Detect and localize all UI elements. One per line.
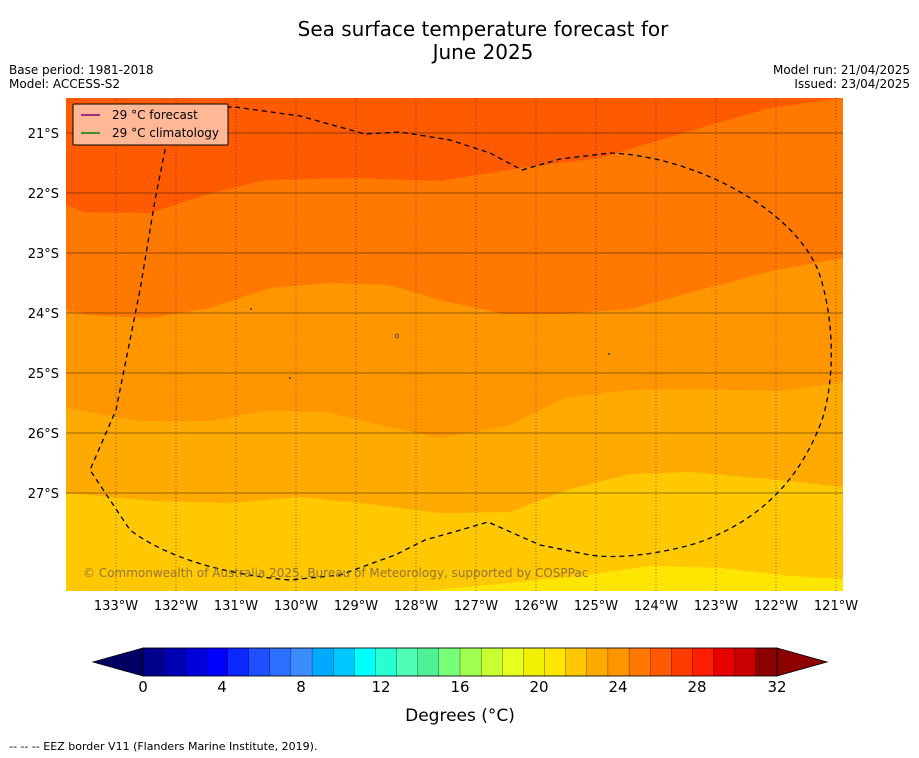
colorbar-cells: [142, 647, 778, 677]
lat-label: 27°S: [28, 487, 59, 502]
model-info: Base period: 1981-2018 Model: ACCESS-S2: [9, 63, 154, 91]
base-period: Base period: 1981-2018: [9, 63, 154, 77]
page-title: Sea surface temperature forecast for Jun…: [0, 18, 919, 64]
colorbar-cell: [206, 647, 229, 677]
lon-label: 125°W: [574, 599, 618, 614]
colorbar-cell: [480, 647, 503, 677]
legend-climatology-label: 29 °C climatology: [112, 126, 219, 140]
colorbar-cell: [607, 647, 630, 677]
islands: [249, 307, 611, 379]
copyright-notice: © Commonwealth of Australia 2025, Bureau…: [83, 566, 588, 580]
colorbar-cell: [269, 647, 292, 677]
lat-label: 21°S: [28, 127, 59, 142]
lon-label: 133°W: [94, 599, 138, 614]
colorbar-cell: [755, 647, 778, 677]
lon-label: 121°W: [814, 599, 858, 614]
longitude-labels: 133°W 132°W 131°W 130°W 129°W 128°W 127°…: [94, 599, 858, 614]
colorbar-tick: 24: [608, 678, 627, 696]
colorbar-cell: [671, 647, 694, 677]
lat-label: 24°S: [28, 307, 59, 322]
colorbar-cell: [185, 647, 207, 677]
lat-label: 23°S: [28, 247, 59, 262]
lat-label: 25°S: [28, 367, 59, 382]
colorbar-cell: [502, 647, 524, 677]
colorbar-cell: [438, 647, 461, 677]
temperature-contours: [66, 98, 843, 591]
colorbar-cell: [142, 647, 165, 677]
colorbar-tick: 32: [767, 678, 786, 696]
lat-label: 26°S: [28, 427, 59, 442]
run-info: Model run: 21/04/2025 Issued: 23/04/2025: [773, 63, 910, 91]
eez-border: [89, 106, 832, 581]
colorbar-tick: 8: [296, 678, 306, 696]
issued-date: Issued: 23/04/2025: [794, 77, 910, 91]
colorbar-cell: [650, 647, 672, 677]
colorbar-cell: [565, 647, 588, 677]
colorbar-cell: [248, 647, 271, 677]
colorbar-cell: [459, 647, 482, 677]
lon-label: 127°W: [454, 599, 498, 614]
colorbar-tick: 28: [687, 678, 706, 696]
map-legend: 29 °C forecast 29 °C climatology: [72, 103, 229, 146]
colorbar-tick: 16: [450, 678, 469, 696]
lon-label: 132°W: [154, 599, 198, 614]
colorbar-cell: [396, 647, 419, 677]
colorbar-cell: [417, 647, 440, 677]
model-name: Model: ACCESS-S2: [9, 77, 121, 91]
colorbar-cell: [290, 647, 313, 677]
colorbar-cell: [311, 647, 334, 677]
colorbar-tick: 4: [217, 678, 227, 696]
lon-label: 129°W: [334, 599, 378, 614]
legend-forecast-label: 29 °C forecast: [112, 108, 198, 122]
lon-label: 126°W: [514, 599, 558, 614]
colorbar: 0 4 8 12 16 20 24 28 32 Degrees (°C): [91, 647, 829, 726]
colorbar-cell: [713, 647, 736, 677]
title-line-2: June 2025: [432, 40, 534, 64]
lon-label: 123°W: [694, 599, 738, 614]
graticule: [66, 98, 843, 591]
title-line-1: Sea surface temperature forecast for: [297, 17, 669, 41]
colorbar-tick: 0: [138, 678, 148, 696]
lon-label: 130°W: [274, 599, 318, 614]
latitude-labels: 21°S 22°S 23°S 24°S 25°S 26°S 27°S: [28, 127, 59, 502]
colorbar-cell: [523, 647, 546, 677]
colorbar-cell: [354, 647, 377, 677]
colorbar-cell: [628, 647, 651, 677]
eez-footnote: -- -- -- EEZ border V11 (Flanders Marine…: [9, 740, 318, 753]
colorbar-cell: [227, 647, 250, 677]
colorbar-under-arrow: [91, 647, 144, 677]
colorbar-cell: [544, 647, 567, 677]
colorbar-cell: [375, 647, 398, 677]
model-run-date: Model run: 21/04/2025: [772, 63, 910, 77]
lon-label: 128°W: [394, 599, 438, 614]
colorbar-cell: [333, 647, 355, 677]
lon-label: 124°W: [634, 599, 678, 614]
colorbar-cell: [586, 647, 609, 677]
colorbar-over-arrow: [776, 647, 829, 677]
colorbar-tick: 12: [371, 678, 390, 696]
lon-label: 122°W: [754, 599, 798, 614]
colorbar-tick: 20: [529, 678, 548, 696]
lat-label: 22°S: [28, 187, 59, 202]
colorbar-cell: [163, 647, 186, 677]
lon-label: 131°W: [214, 599, 258, 614]
colorbar-label: Degrees (°C): [405, 706, 515, 726]
colorbar-cell: [692, 647, 715, 677]
colorbar-cell: [734, 647, 757, 677]
